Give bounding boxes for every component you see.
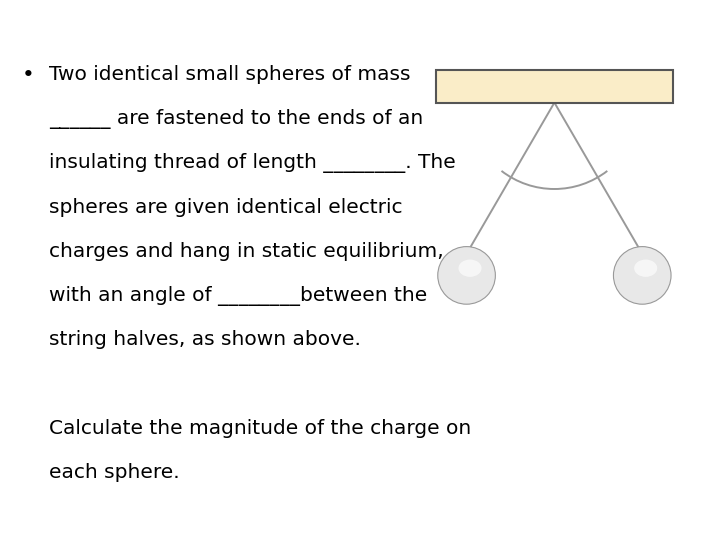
Text: charges and hang in static equilibrium,: charges and hang in static equilibrium, [49, 242, 444, 261]
Bar [436, 70, 673, 103]
Text: with an angle of ________between the: with an angle of ________between the [49, 286, 427, 306]
Text: Two identical small spheres of mass: Two identical small spheres of mass [49, 65, 410, 84]
Text: •: • [22, 65, 35, 85]
Ellipse shape [634, 260, 657, 277]
Ellipse shape [438, 247, 495, 304]
Text: Calculate the magnitude of the charge on: Calculate the magnitude of the charge on [49, 419, 471, 438]
Ellipse shape [613, 247, 671, 304]
Text: ______ are fastened to the ends of an: ______ are fastened to the ends of an [49, 109, 423, 129]
Text: insulating thread of length ________. The: insulating thread of length ________. Th… [49, 153, 456, 173]
Ellipse shape [459, 260, 482, 277]
Text: string halves, as shown above.: string halves, as shown above. [49, 330, 361, 349]
Text: each sphere.: each sphere. [49, 463, 179, 482]
Text: spheres are given identical electric: spheres are given identical electric [49, 198, 402, 217]
